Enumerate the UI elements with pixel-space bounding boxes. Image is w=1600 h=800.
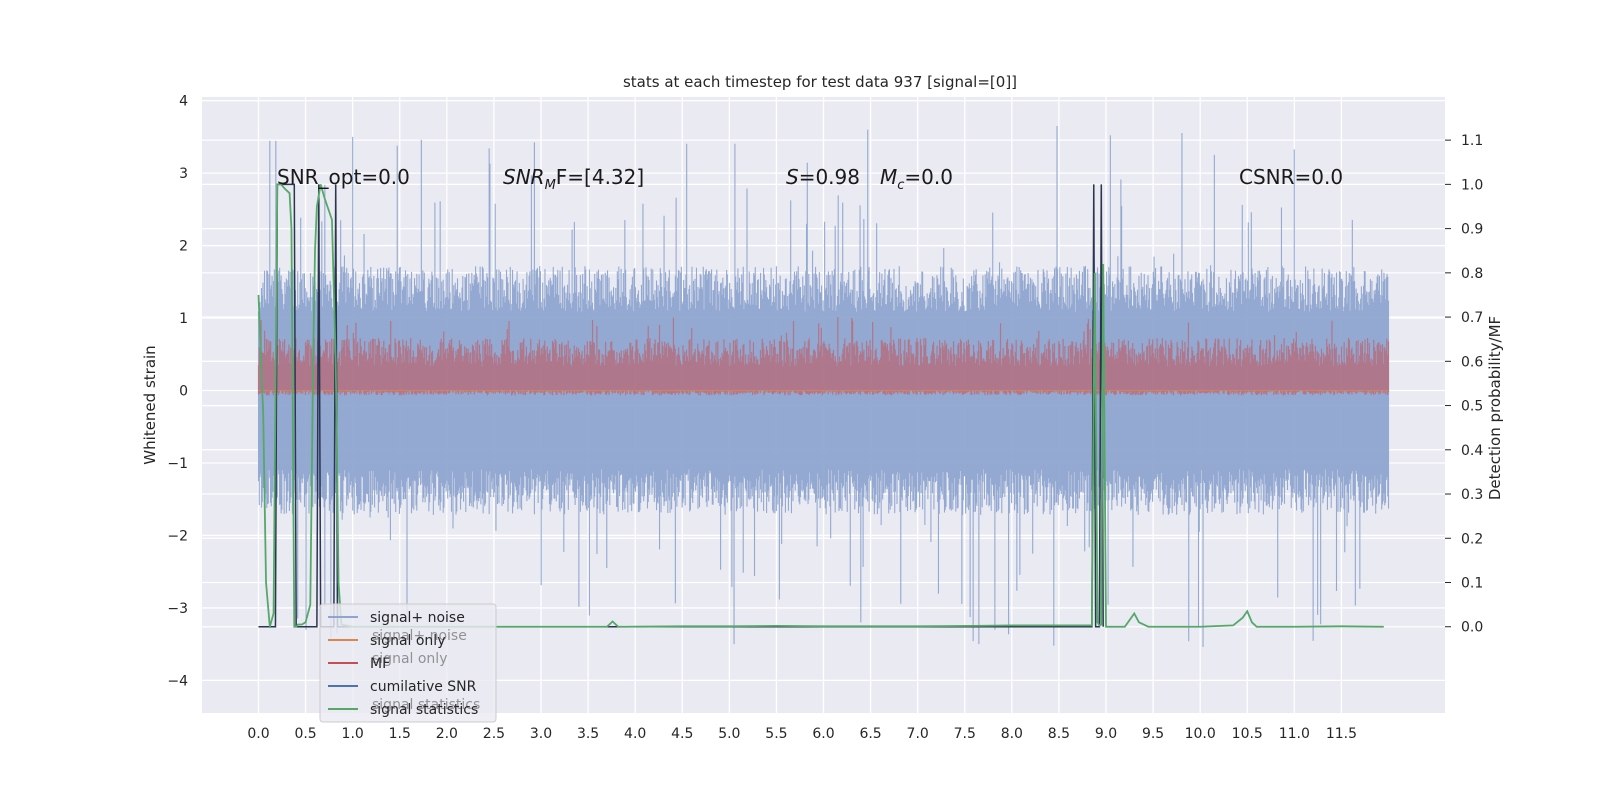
- annotation-s: S=0.98: [786, 165, 860, 189]
- y2-tick-label: 1.1: [1461, 133, 1483, 149]
- y2-tick-label: 0.4: [1461, 443, 1483, 459]
- annotation-snr-mf: SNRMF=[4.32]: [503, 165, 644, 193]
- x-tick-label: 10.0: [1185, 726, 1216, 742]
- legend-label: signal+ noise: [370, 610, 465, 626]
- y-tick-label: 3: [179, 166, 188, 182]
- signal-statistics-line: [257, 183, 1384, 628]
- chart-title: stats at each timestep for test data 937…: [623, 73, 1017, 91]
- x-tick-label: 9.5: [1142, 726, 1164, 742]
- legend-ghost-label: signal statistics: [372, 697, 480, 713]
- annotation-csnr: CSNR=0.0: [1239, 165, 1343, 189]
- y-axis-ticks: 4 3 2 1 0 −1 −2 −3 −4: [167, 94, 188, 690]
- mf-trace: [257, 317, 1390, 396]
- y-axis-label: Whitened strain: [141, 345, 159, 464]
- x-tick-label: 7.0: [907, 726, 929, 742]
- annotation-mc: Mc=0.0: [880, 165, 953, 193]
- annotation-snr-opt: SNR_opt=0.0: [277, 165, 410, 189]
- x-axis-ticks: 0.0 0.5 1.0 1.5 2.0 2.5 3.0 3.5 4.0 4.5 5.0 5.5 6.0 6…: [247, 726, 1357, 742]
- x-tick-label: 7.5: [954, 726, 976, 742]
- y2-axis-ticks: 1.1 1.0 0.9 0.8 0.7 0.6 0.5 0.4 0.3 0.2 0.1 0.0: [1445, 133, 1483, 636]
- y-tick-label: −2: [167, 528, 188, 544]
- x-tick-label: 9.0: [1095, 726, 1117, 742]
- annotation-snr-mf-base: SNR: [503, 165, 545, 189]
- legend-label: cumilative SNR: [370, 679, 477, 695]
- annotation-snr-mf-rest: F=[4.32]: [556, 165, 644, 189]
- x-tick-label: 1.0: [342, 726, 364, 742]
- annotation-s-value: =0.98: [799, 165, 860, 189]
- y2-tick-label: 0.7: [1461, 310, 1483, 326]
- x-tick-label: 8.0: [1001, 726, 1023, 742]
- legend-ghost-label: signal+ noise: [372, 628, 467, 644]
- y2-tick-label: 0.3: [1461, 487, 1483, 503]
- y2-axis-label: Detection probability/MF: [1486, 316, 1504, 500]
- series-mf: [257, 317, 1390, 396]
- annotation-s-symbol: S: [786, 165, 799, 189]
- legend-label: signal statistics: [370, 702, 478, 718]
- y-tick-label: −4: [167, 673, 188, 689]
- x-tick-label: 0.5: [294, 726, 316, 742]
- x-tick-label: 5.0: [718, 726, 740, 742]
- annotation-snr-mf-sub: M: [545, 178, 556, 193]
- annotation-mc-value: =0.0: [904, 165, 953, 189]
- annotation-mc-symbol: M: [880, 165, 897, 189]
- legend-ghost-label: signal only: [372, 651, 447, 667]
- y-tick-label: −3: [167, 601, 188, 617]
- y2-tick-label: 0.1: [1461, 576, 1483, 592]
- x-tick-label: 6.5: [859, 726, 881, 742]
- annotations: SNR_opt=0.0 SNRMF=[4.32] S=0.98 Mc=0.0 C…: [277, 165, 1343, 193]
- x-tick-label: 0.0: [247, 726, 269, 742]
- y2-tick-label: 0.8: [1461, 266, 1483, 282]
- y-tick-label: −1: [167, 456, 188, 472]
- x-tick-label: 11.5: [1326, 726, 1357, 742]
- x-tick-label: 4.0: [624, 726, 646, 742]
- x-tick-label: 4.5: [671, 726, 693, 742]
- x-tick-label: 11.0: [1279, 726, 1310, 742]
- legend-label: MF: [370, 656, 390, 672]
- y-tick-label: 2: [179, 239, 188, 255]
- y-tick-label: 0: [179, 384, 188, 400]
- y2-tick-label: 1.0: [1461, 177, 1483, 193]
- series-signal-statistics: [257, 183, 1384, 628]
- x-tick-label: 1.5: [389, 726, 411, 742]
- y-tick-label: 1: [179, 311, 188, 327]
- y2-tick-label: 0.5: [1461, 399, 1483, 415]
- y2-tick-label: 0.9: [1461, 222, 1483, 238]
- legend-box: [319, 603, 497, 723]
- x-tick-label: 5.5: [765, 726, 787, 742]
- x-tick-label: 2.0: [436, 726, 458, 742]
- x-tick-label: 2.5: [483, 726, 505, 742]
- y-tick-label: 4: [179, 94, 188, 110]
- y2-tick-label: 0.0: [1461, 620, 1483, 636]
- x-tick-label: 3.5: [577, 726, 599, 742]
- y2-tick-label: 0.2: [1461, 531, 1483, 547]
- y2-tick-label: 0.6: [1461, 354, 1483, 370]
- x-tick-label: 8.5: [1048, 726, 1070, 742]
- x-tick-label: 3.0: [530, 726, 552, 742]
- x-tick-label: 10.5: [1232, 726, 1263, 742]
- x-tick-label: 6.0: [812, 726, 834, 742]
- annotation-mc-sub: c: [897, 178, 904, 193]
- legend-label: signal only: [370, 633, 445, 649]
